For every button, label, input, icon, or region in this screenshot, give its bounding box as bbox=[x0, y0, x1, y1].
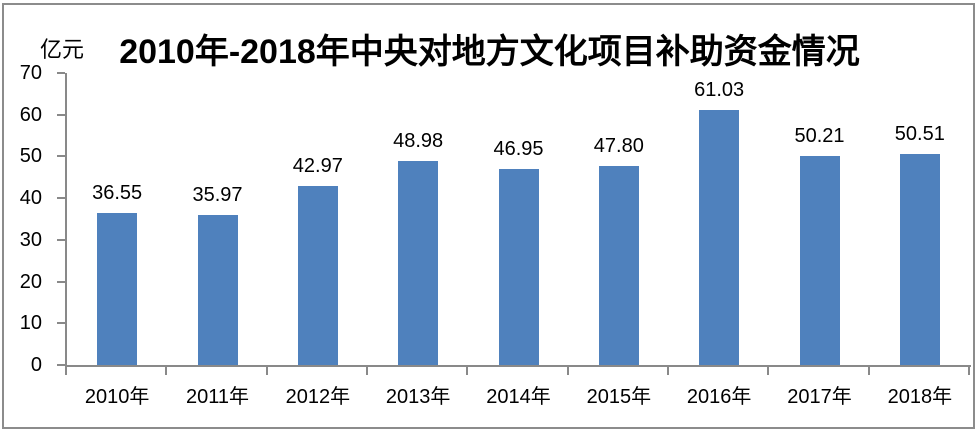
y-axis-tick bbox=[57, 155, 65, 158]
y-tick-label: 30 bbox=[19, 228, 42, 251]
y-tick-label: 70 bbox=[19, 62, 42, 84]
x-axis-tick bbox=[366, 365, 368, 375]
y-tick-label: 40 bbox=[19, 187, 42, 210]
x-category-label: 2018年 bbox=[887, 386, 953, 408]
x-axis-tick bbox=[867, 365, 870, 375]
y-axis-tick bbox=[57, 364, 65, 366]
x-axis-tick bbox=[466, 365, 469, 375]
bar bbox=[97, 212, 138, 365]
x-category-label: 2011年 bbox=[185, 386, 249, 408]
bar bbox=[197, 214, 238, 365]
x-category-label: 2014年 bbox=[486, 386, 551, 408]
y-tick-label: 10 bbox=[19, 312, 42, 335]
x-category-label: 2010年 bbox=[84, 386, 150, 408]
y-axis-unit-label: 亿元 bbox=[40, 37, 85, 62]
chart-title: 2010年-2018年中央对地方文化项目补助资金情况 bbox=[119, 33, 860, 71]
bar bbox=[899, 154, 940, 365]
y-axis-tick bbox=[57, 113, 65, 116]
x-category-label: 2015年 bbox=[586, 386, 652, 408]
bar bbox=[398, 160, 439, 365]
x-axis-tick bbox=[667, 365, 669, 375]
x-category-label: 2013年 bbox=[385, 386, 451, 408]
y-axis-line bbox=[65, 73, 67, 367]
x-axis-tick bbox=[265, 365, 268, 375]
bar-value-label: 61.03 bbox=[694, 79, 745, 102]
y-axis-tick bbox=[57, 72, 65, 74]
bar bbox=[799, 155, 840, 365]
x-axis-tick bbox=[165, 365, 168, 375]
x-category-label: 2012年 bbox=[285, 386, 351, 408]
bar bbox=[297, 185, 338, 365]
x-axis-tick bbox=[566, 365, 569, 375]
x-category-label: 2016年 bbox=[686, 386, 752, 408]
bar-value-label: 35.97 bbox=[192, 183, 243, 206]
y-axis-tick bbox=[57, 197, 65, 200]
bar-value-label: 42.97 bbox=[292, 154, 343, 177]
x-axis-tick bbox=[968, 365, 970, 375]
y-tick-label: 50 bbox=[19, 145, 42, 168]
chart-outer-border bbox=[2, 3, 975, 429]
bar-value-label: 46.95 bbox=[493, 138, 544, 161]
y-axis-tick bbox=[57, 238, 65, 241]
x-category-label: 2017年 bbox=[787, 386, 852, 408]
bar-value-label: 36.55 bbox=[92, 181, 143, 204]
bar-value-label: 48.98 bbox=[393, 129, 444, 152]
bar-value-label: 50.21 bbox=[794, 124, 845, 147]
bar bbox=[598, 165, 639, 365]
x-axis-tick bbox=[767, 365, 770, 375]
bar bbox=[498, 169, 539, 365]
x-axis-line bbox=[65, 365, 971, 367]
y-tick-label: 60 bbox=[19, 103, 42, 126]
y-tick-label: 0 bbox=[30, 354, 42, 376]
bar-value-label: 47.80 bbox=[593, 134, 644, 157]
x-axis-tick bbox=[65, 365, 67, 375]
y-tick-label: 20 bbox=[19, 270, 42, 293]
bar bbox=[699, 110, 740, 365]
bar-value-label: 50.51 bbox=[894, 123, 945, 146]
y-axis-tick bbox=[57, 280, 65, 283]
y-axis-tick bbox=[57, 322, 65, 325]
